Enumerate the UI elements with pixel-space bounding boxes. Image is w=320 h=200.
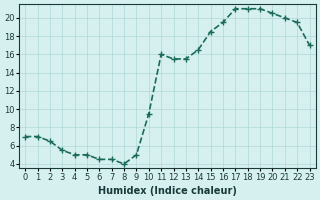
X-axis label: Humidex (Indice chaleur): Humidex (Indice chaleur) <box>98 186 237 196</box>
